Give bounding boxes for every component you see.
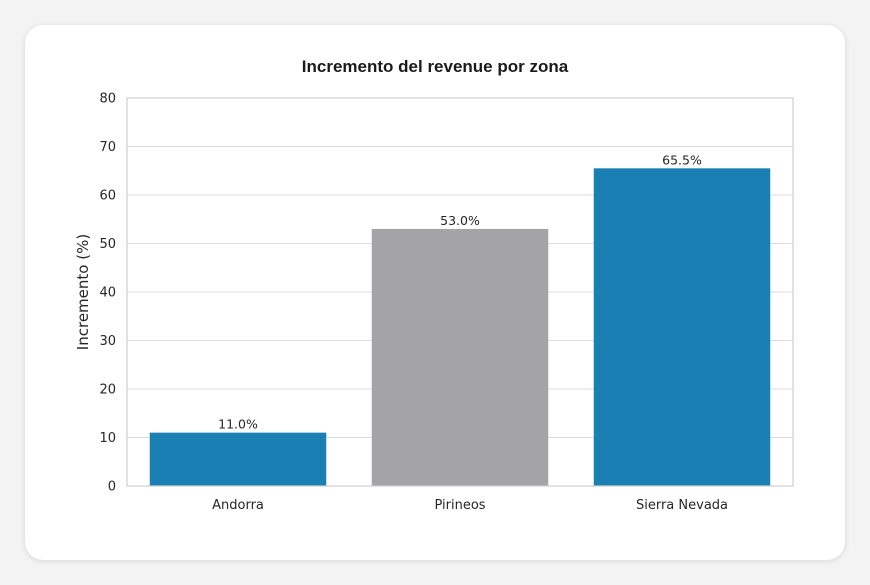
bar (149, 432, 327, 486)
plot-frame (126, 97, 794, 487)
y-axis-ticks: 0 10 20 30 40 50 60 70 80 (99, 92, 116, 495)
bar-value-label: 65.5% (662, 152, 702, 167)
y-tick-label: 10 (99, 431, 116, 446)
chart-title: Incremento del revenue por zona (302, 57, 569, 76)
x-axis-ticks: Andorra Pirineos Sierra Nevada (212, 498, 728, 513)
x-tick-label: Andorra (212, 498, 264, 513)
bar-value-label: 53.0% (440, 213, 480, 228)
x-tick-label: Sierra Nevada (636, 498, 728, 513)
y-tick-label: 50 (99, 237, 116, 252)
y-tick-label: 70 (99, 140, 116, 155)
y-tick-label: 60 (99, 189, 116, 204)
y-tick-label: 80 (99, 92, 116, 107)
bars (149, 168, 771, 486)
y-tick-label: 20 (99, 383, 116, 398)
y-tick-label: 0 (108, 480, 116, 495)
value-labels: 11.0% 53.0% 65.5% (218, 152, 702, 431)
y-tick-label: 40 (99, 286, 116, 301)
x-tick-label: Pirineos (434, 498, 485, 513)
y-axis-label: Incremento (%) (74, 234, 92, 350)
bar (371, 228, 549, 486)
bar-value-label: 11.0% (218, 417, 258, 432)
bar (593, 168, 771, 486)
y-tick-label: 30 (99, 334, 116, 349)
